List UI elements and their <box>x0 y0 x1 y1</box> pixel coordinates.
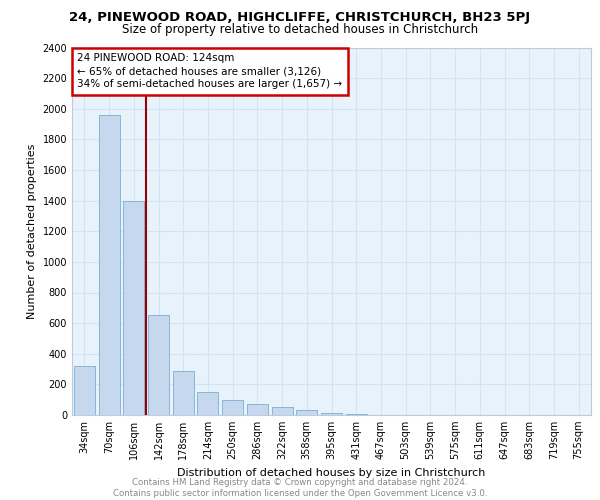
Bar <box>98 115 119 415</box>
X-axis label: Distribution of detached houses by size in Christchurch: Distribution of detached houses by size … <box>178 468 485 477</box>
Bar <box>197 392 218 415</box>
Bar <box>74 366 95 415</box>
Bar <box>173 370 194 415</box>
Bar <box>222 400 243 415</box>
Bar <box>123 200 144 415</box>
Bar <box>321 412 342 415</box>
Text: 24 PINEWOOD ROAD: 124sqm
← 65% of detached houses are smaller (3,126)
34% of sem: 24 PINEWOOD ROAD: 124sqm ← 65% of detach… <box>77 53 343 90</box>
Y-axis label: Number of detached properties: Number of detached properties <box>27 144 37 319</box>
Bar <box>272 406 293 415</box>
Bar <box>346 414 367 415</box>
Bar <box>148 316 169 415</box>
Text: Size of property relative to detached houses in Christchurch: Size of property relative to detached ho… <box>122 22 478 36</box>
Text: Contains HM Land Registry data © Crown copyright and database right 2024.
Contai: Contains HM Land Registry data © Crown c… <box>113 478 487 498</box>
Bar <box>296 410 317 415</box>
Bar <box>247 404 268 415</box>
Text: 24, PINEWOOD ROAD, HIGHCLIFFE, CHRISTCHURCH, BH23 5PJ: 24, PINEWOOD ROAD, HIGHCLIFFE, CHRISTCHU… <box>70 12 530 24</box>
